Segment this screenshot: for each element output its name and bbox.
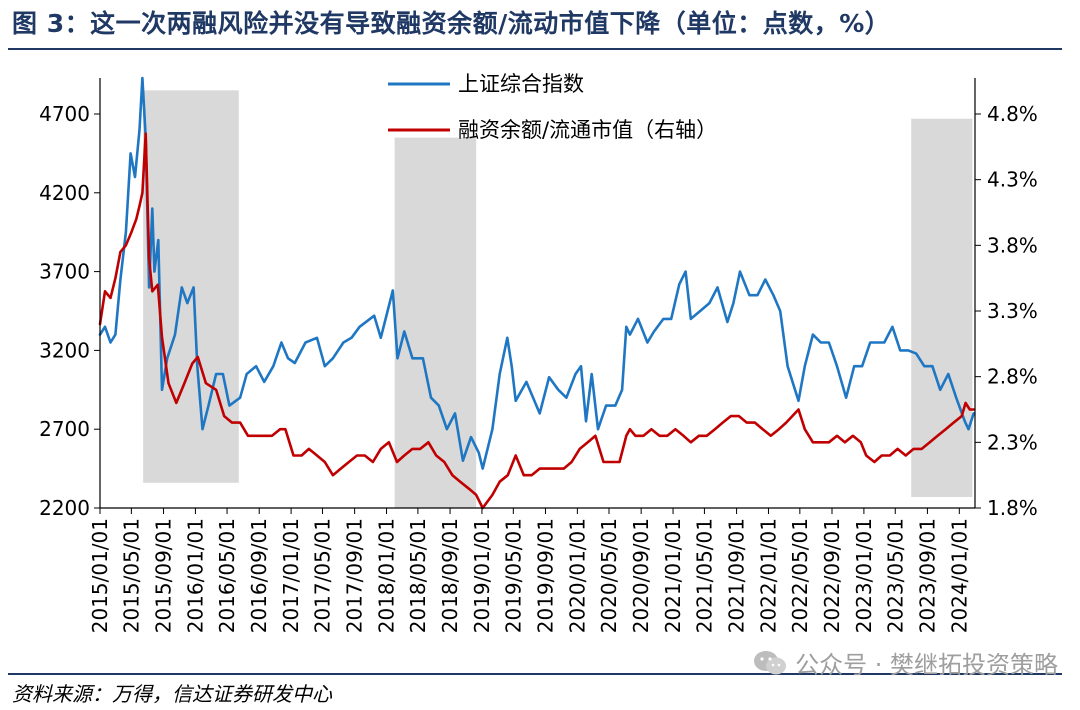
- x-tick-label: 2021/09/01: [725, 518, 749, 633]
- x-tick-label: 2023/09/01: [915, 518, 939, 633]
- x-tick-label: 2020/09/01: [629, 518, 653, 633]
- left-tick-label: 2700: [39, 417, 90, 441]
- x-tick-label: 2015/09/01: [152, 518, 176, 633]
- x-tick-label: 2023/01/01: [852, 518, 876, 633]
- page-title: 图 3：这一次两融风险并没有导致融资余额/流动市值下降（单位：点数，%）: [12, 9, 891, 38]
- watermark-text: 公众号 · 樊继拓投资策略: [795, 651, 1058, 679]
- source-note: 资料来源：万得，信达证券研发中心: [12, 682, 332, 706]
- right-tick-label: 3.8%: [987, 233, 1038, 257]
- x-tick-label: 2016/05/01: [215, 518, 239, 633]
- x-tick-label: 2021/01/01: [661, 518, 685, 633]
- top-rule: [8, 48, 1062, 50]
- legend-label-1: 上证综合指数: [458, 72, 584, 96]
- x-tick-label: 2020/01/01: [565, 518, 589, 633]
- series-layer: [98, 76, 976, 510]
- x-tick-label: 2020/05/01: [597, 518, 621, 633]
- x-tick-label: 2018/01/01: [375, 518, 399, 633]
- right-tick-label: 2.3%: [987, 430, 1038, 454]
- x-tick-label: 2017/01/01: [279, 518, 303, 633]
- x-tick-label: 2015/01/01: [88, 518, 112, 633]
- x-tick-label: 2022/09/01: [820, 518, 844, 633]
- left-tick-label: 4700: [39, 102, 90, 126]
- right-tick-label: 3.3%: [987, 299, 1038, 323]
- bottom-rule: [8, 673, 1062, 675]
- x-tick-label: 2016/09/01: [247, 518, 271, 633]
- shaded-periods: [143, 90, 973, 508]
- left-tick-label: 3200: [39, 338, 90, 362]
- right-tick-label: 4.8%: [987, 102, 1038, 126]
- shaded-period-2: [394, 137, 477, 508]
- axes: 2200 2700 3200 3700 4200 4700 1.8% 2.3% 2.8% 3.3%…: [39, 78, 1038, 633]
- left-tick-label: 4200: [39, 181, 90, 205]
- left-tick-label: 3700: [39, 260, 90, 284]
- x-tick-label: 2019/09/01: [533, 518, 557, 633]
- x-tick-label: 2023/05/01: [883, 518, 907, 633]
- x-tick-label: 2024/01/01: [947, 518, 971, 633]
- watermark: 公众号 · 樊继拓投资策略: [753, 645, 1058, 680]
- right-tick-label: 2.8%: [987, 365, 1038, 389]
- x-tick-label: 2018/05/01: [406, 518, 430, 633]
- x-tick-label: 2019/05/01: [501, 518, 525, 633]
- x-tick-label: 2019/01/01: [470, 518, 494, 633]
- right-tick-label: 4.3%: [987, 168, 1038, 192]
- shaded-period-3: [911, 118, 973, 497]
- x-tick-label: 2021/05/01: [692, 518, 716, 633]
- x-tick-label: 2017/09/01: [343, 518, 367, 633]
- x-tick-label: 2022/01/01: [756, 518, 780, 633]
- series-line-1: [98, 76, 976, 470]
- right-tick-label: 1.8%: [987, 496, 1038, 520]
- x-tick-label: 2015/05/01: [119, 518, 143, 633]
- legend-label-2: 融资余额/流通市值（右轴）: [458, 118, 717, 142]
- x-tick-label: 2016/01/01: [183, 518, 207, 633]
- chart-area: 2200 2700 3200 3700 4200 4700 1.8% 2.3% 2.8% 3.3%…: [39, 72, 1038, 633]
- x-tick-label: 2022/05/01: [788, 518, 812, 633]
- wechat-icon: [754, 650, 787, 674]
- series-line-2: [98, 132, 976, 510]
- x-tick-label: 2017/05/01: [310, 518, 334, 633]
- left-tick-label: 2200: [39, 496, 90, 520]
- x-tick-label: 2018/09/01: [438, 518, 462, 633]
